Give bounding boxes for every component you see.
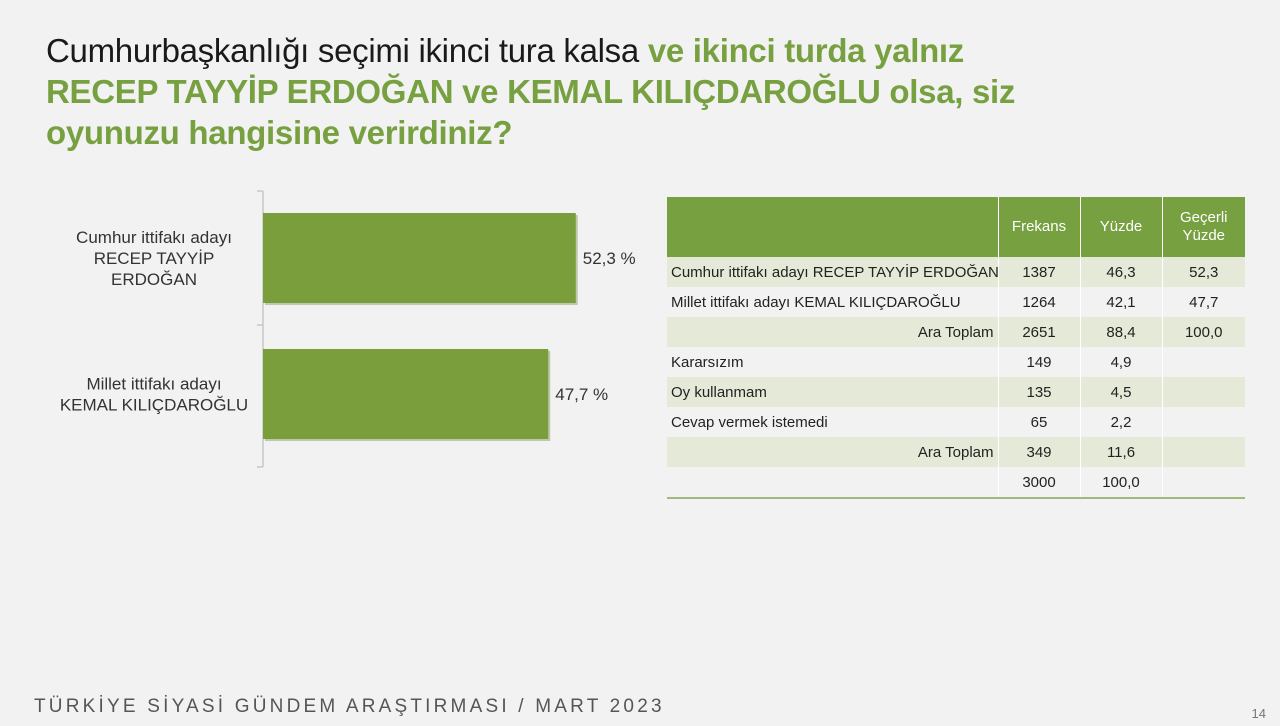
row-label: Ara Toplam [667,437,998,467]
bar [263,349,549,439]
row-yuzde: 46,3 [1079,257,1162,287]
data-label: 47,7 % [555,385,608,404]
footer-text: TÜRKİYE SİYASİ GÜNDEM ARAŞTIRMASI / MART… [34,696,665,717]
row-label: Millet ittifakı adayı KEMAL KILIÇDAROĞLU [671,293,961,311]
category-label: Millet ittifakı adayı KEMAL KILIÇDAROĞLU [60,375,248,415]
row-gecerli-yuzde [1161,407,1245,437]
bar [263,213,576,303]
row-gecerli-yuzde [1161,437,1245,467]
table-header-row: Frekans Yüzde Geçerli Yüzde [667,197,1245,257]
row-label: Kararsızım [671,353,744,371]
row-frekans: 349 [997,437,1080,467]
table-row: 3000 100,0 [667,467,1245,499]
row-gecerli-yuzde: 52,3 [1161,257,1245,287]
row-frekans: 135 [997,377,1080,407]
row-yuzde: 42,1 [1079,287,1162,317]
row-gecerli-yuzde [1161,467,1245,499]
row-yuzde: 100,0 [1079,467,1162,499]
category-label-line: ERDOĞAN [111,270,197,289]
header-label [667,197,998,257]
row-frekans: 65 [997,407,1080,437]
page-number: 14 [1251,706,1266,721]
title-part2: ve ikinci turda yalnız RECEP TAYYİP ERDO… [46,32,1016,151]
row-gecerli-yuzde [1161,377,1245,407]
row-label: Ara Toplam [667,317,998,347]
row-frekans: 1264 [997,287,1080,317]
table-row: Ara Toplam 349 11,6 [667,437,1245,467]
row-frekans: 2651 [997,317,1080,347]
row-label: Cevap vermek istemedi [671,413,828,431]
table-row: Cumhur ittifakı adayı RECEP TAYYİP ERDOĞ… [667,257,1245,287]
table-row: Millet ittifakı adayı KEMAL KILIÇDAROĞLU… [667,287,1245,317]
table-row: Ara Toplam 2651 88,4 100,0 [667,317,1245,347]
row-yuzde: 4,9 [1079,347,1162,377]
row-yuzde: 88,4 [1079,317,1162,347]
table-row: Cevap vermek istemedi 65 2,2 [667,407,1245,437]
results-table: Frekans Yüzde Geçerli Yüzde Cumhur ittif… [667,197,1245,499]
row-yuzde: 11,6 [1079,437,1162,467]
row-yuzde: 4,5 [1079,377,1162,407]
row-frekans: 3000 [997,467,1080,499]
slide-title: Cumhurbaşkanlığı seçimi ikinci tura kals… [46,30,1026,153]
row-gecerli-yuzde: 47,7 [1161,287,1245,317]
row-gecerli-yuzde: 100,0 [1161,317,1245,347]
row-gecerli-yuzde [1161,347,1245,377]
category-label: Cumhur ittifakı adayı RECEP TAYYİP ERDOĞAN [76,228,232,289]
category-label-line: KEMAL KILIÇDAROĞLU [60,396,248,415]
row-frekans: 149 [997,347,1080,377]
header-gecerli-yuzde: Geçerli Yüzde [1161,197,1245,257]
header-yuzde: Yüzde [1079,197,1162,257]
category-label-line: RECEP TAYYİP [94,249,215,268]
row-label: Cumhur ittifakı adayı RECEP TAYYİP ERDOĞ… [667,257,999,287]
row-frekans: 1387 [997,257,1080,287]
table-row: Oy kullanmam 135 4,5 [667,377,1245,407]
row-yuzde: 2,2 [1079,407,1162,437]
title-part1: Cumhurbaşkanlığı seçimi ikinci tura kals… [46,32,648,69]
header-frekans: Frekans [997,197,1080,257]
row-label [667,467,998,499]
table-row: Kararsızım 149 4,9 [667,347,1245,377]
category-label-line: Millet ittifakı adayı [86,375,221,394]
data-label: 52,3 % [583,249,636,268]
results-table-container: Frekans Yüzde Geçerli Yüzde Cumhur ittif… [667,197,1245,499]
row-label: Oy kullanmam [667,377,998,407]
bar-chart: 52,3 % Cumhur ittifakı adayı RECEP TAYYİP E… [60,190,636,468]
category-label-line: Cumhur ittifakı adayı [76,228,232,247]
